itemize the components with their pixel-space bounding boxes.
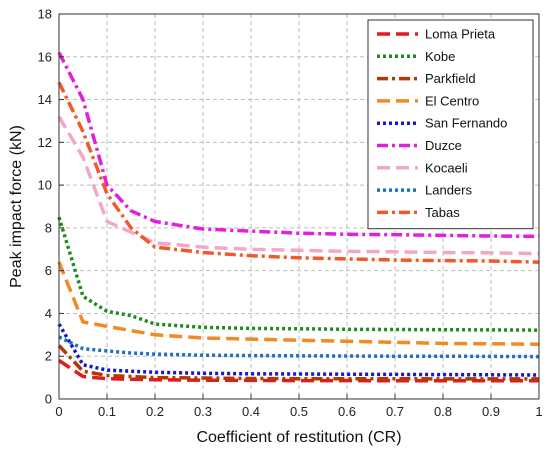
x-tick-label: 0.5 (290, 404, 308, 419)
legend-entry: El Centro (425, 93, 479, 108)
series-line-duzce (57, 51, 540, 239)
x-tick-label: 0 (55, 404, 62, 419)
legend-entry: Parkfield (425, 71, 476, 86)
x-tick-label: 0.1 (98, 404, 116, 419)
series-line-tabas (57, 81, 540, 264)
y-tick-label: 2 (45, 349, 52, 364)
legend-entry: Kobe (425, 49, 455, 64)
legend-entry: Loma Prieta (425, 27, 496, 42)
x-tick-label: 0.4 (242, 404, 260, 419)
x-tick-label: 0.3 (194, 404, 212, 419)
x-tick-label: 1 (535, 404, 542, 419)
y-tick-label: 18 (38, 7, 52, 22)
series-line-parkfield (57, 344, 539, 381)
legend-entry: Kocaeli (425, 160, 468, 175)
x-tick-label: 0.6 (338, 404, 356, 419)
y-axis-label: Peak impact force (kN) (8, 125, 25, 288)
y-tick-label: 8 (45, 220, 52, 235)
y-tick-label: 12 (38, 135, 52, 150)
y-tick-label: 0 (45, 392, 52, 407)
series-line-loma-prieta (58, 359, 539, 383)
x-axis-label: Coefficient of restitution (CR) (196, 429, 401, 446)
y-tick-label: 16 (38, 49, 52, 64)
series-line-kobe (57, 216, 540, 332)
y-tick-label: 6 (45, 263, 52, 278)
legend-entry: Duzce (425, 138, 462, 153)
x-tick-label: 0.9 (482, 404, 500, 419)
x-tick-label: 0.8 (434, 404, 452, 419)
tick-labels: 0 0.1 0.2 0.3 0.4 0.5 0.6 0.7 0.8 0.9 102468101214… (38, 7, 543, 420)
legend: Loma Prieta Kobe Parkfield El Centro San Fer… (367, 19, 534, 230)
legend-entry: Landers (425, 183, 472, 198)
legend-entry: San Fernando (425, 116, 507, 131)
series-line-el-centro (57, 261, 540, 346)
y-tick-label: 4 (45, 306, 52, 321)
series-line-landers (58, 335, 540, 359)
y-tick-label: 14 (38, 92, 52, 107)
legend-entry: Tabas (425, 205, 460, 220)
x-tick-label: 0.7 (386, 404, 404, 419)
x-tick-label: 0.2 (146, 404, 164, 419)
series-layer (57, 51, 540, 383)
y-tick-label: 10 (38, 178, 52, 193)
series-line-kocaeli (57, 115, 540, 256)
